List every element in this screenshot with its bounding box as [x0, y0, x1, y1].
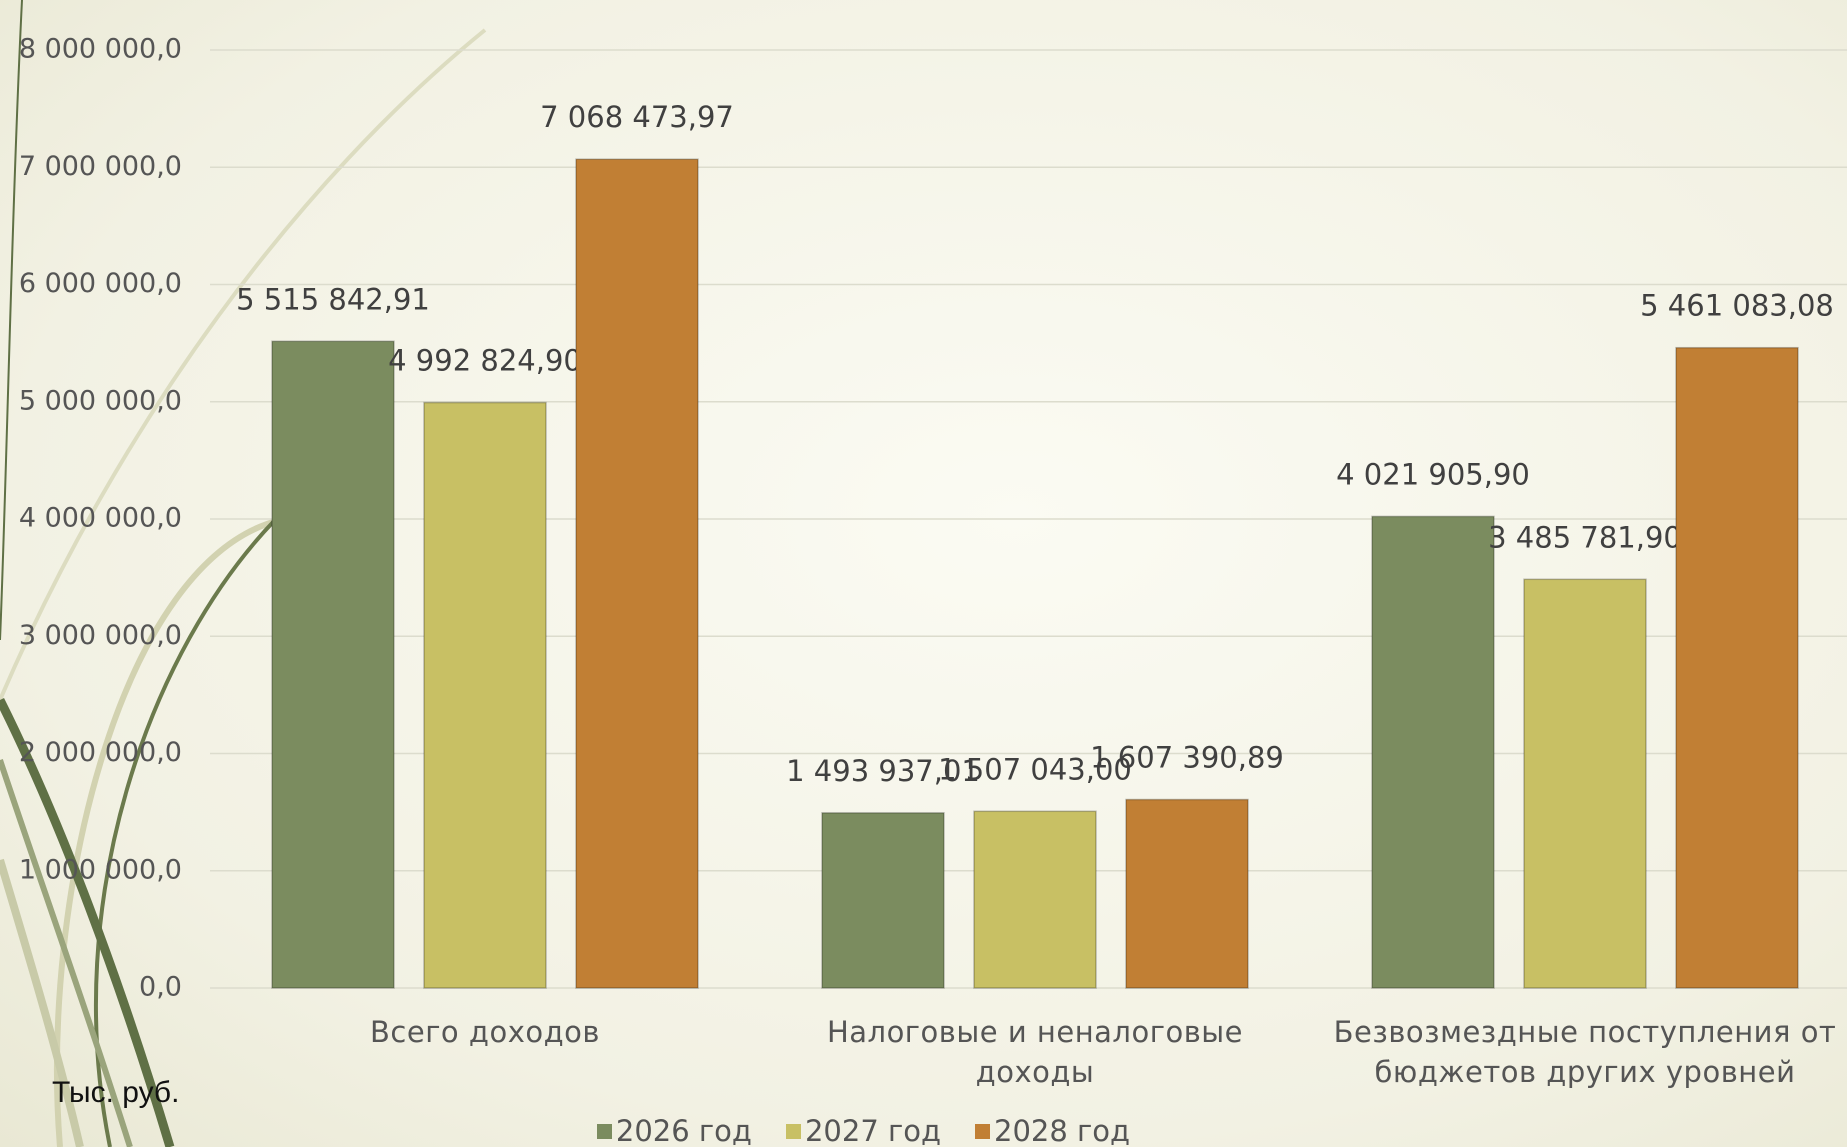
unit-label: Тыс. руб.	[52, 1076, 180, 1109]
x-tick-label: Всего доходов	[370, 1015, 600, 1049]
y-tick-label: 3 000 000,0	[19, 620, 182, 651]
value-label: 1 607 390,89	[1090, 741, 1284, 775]
bar	[575, 158, 699, 989]
legend-swatch	[785, 1123, 801, 1139]
value-label: 1 507 043,00	[938, 752, 1132, 786]
y-tick-label: 7 000 000,0	[19, 151, 182, 182]
legend-swatch	[975, 1123, 991, 1139]
value-label: 5 515 842,91	[236, 282, 430, 316]
bar	[1371, 515, 1495, 989]
bar	[973, 810, 1097, 989]
value-label: 1 493 937,01	[786, 754, 980, 788]
y-tick-label: 2 000 000,0	[19, 737, 182, 768]
value-label: 3 485 781,90	[1488, 520, 1682, 554]
legend-item: 2027 год	[785, 1114, 942, 1147]
bar	[1523, 578, 1647, 989]
legend: 2026 год 2027 год 2028 год	[0, 1114, 1787, 1147]
decoration	[0, 0, 487, 1147]
y-tick-label: 6 000 000,0	[19, 268, 182, 299]
bar	[1675, 346, 1799, 989]
x-tick-label: Налоговые и неналоговые доходы	[826, 1015, 1244, 1089]
legend-label: 2028 год	[994, 1114, 1131, 1147]
y-tick-label: 5 000 000,0	[19, 385, 182, 416]
legend-label: 2026 год	[615, 1114, 752, 1147]
y-tick-label: 1 000 000,0	[19, 854, 182, 885]
legend-swatch	[596, 1123, 612, 1139]
bar	[423, 401, 547, 989]
legend-item: 2026 год	[596, 1114, 752, 1147]
y-tick-label: 4 000 000,0	[19, 503, 182, 534]
bar	[271, 340, 395, 989]
legend-item: 2028 год	[975, 1114, 1130, 1147]
value-label: 4 021 905,90	[1336, 457, 1530, 491]
y-tick-label: 8 000 000,0	[19, 34, 182, 65]
bar	[821, 812, 945, 989]
legend-label: 2027 год	[804, 1114, 942, 1147]
value-label: 4 992 824,90	[388, 344, 582, 378]
value-label: 7 068 473,97	[540, 100, 734, 134]
x-tick-label: Безвозмездные поступления от бюджетов др…	[1333, 1015, 1837, 1089]
value-label: 5 461 083,08	[1640, 289, 1834, 323]
y-tick-label: 0,0	[139, 972, 182, 1003]
bar	[1125, 798, 1249, 989]
